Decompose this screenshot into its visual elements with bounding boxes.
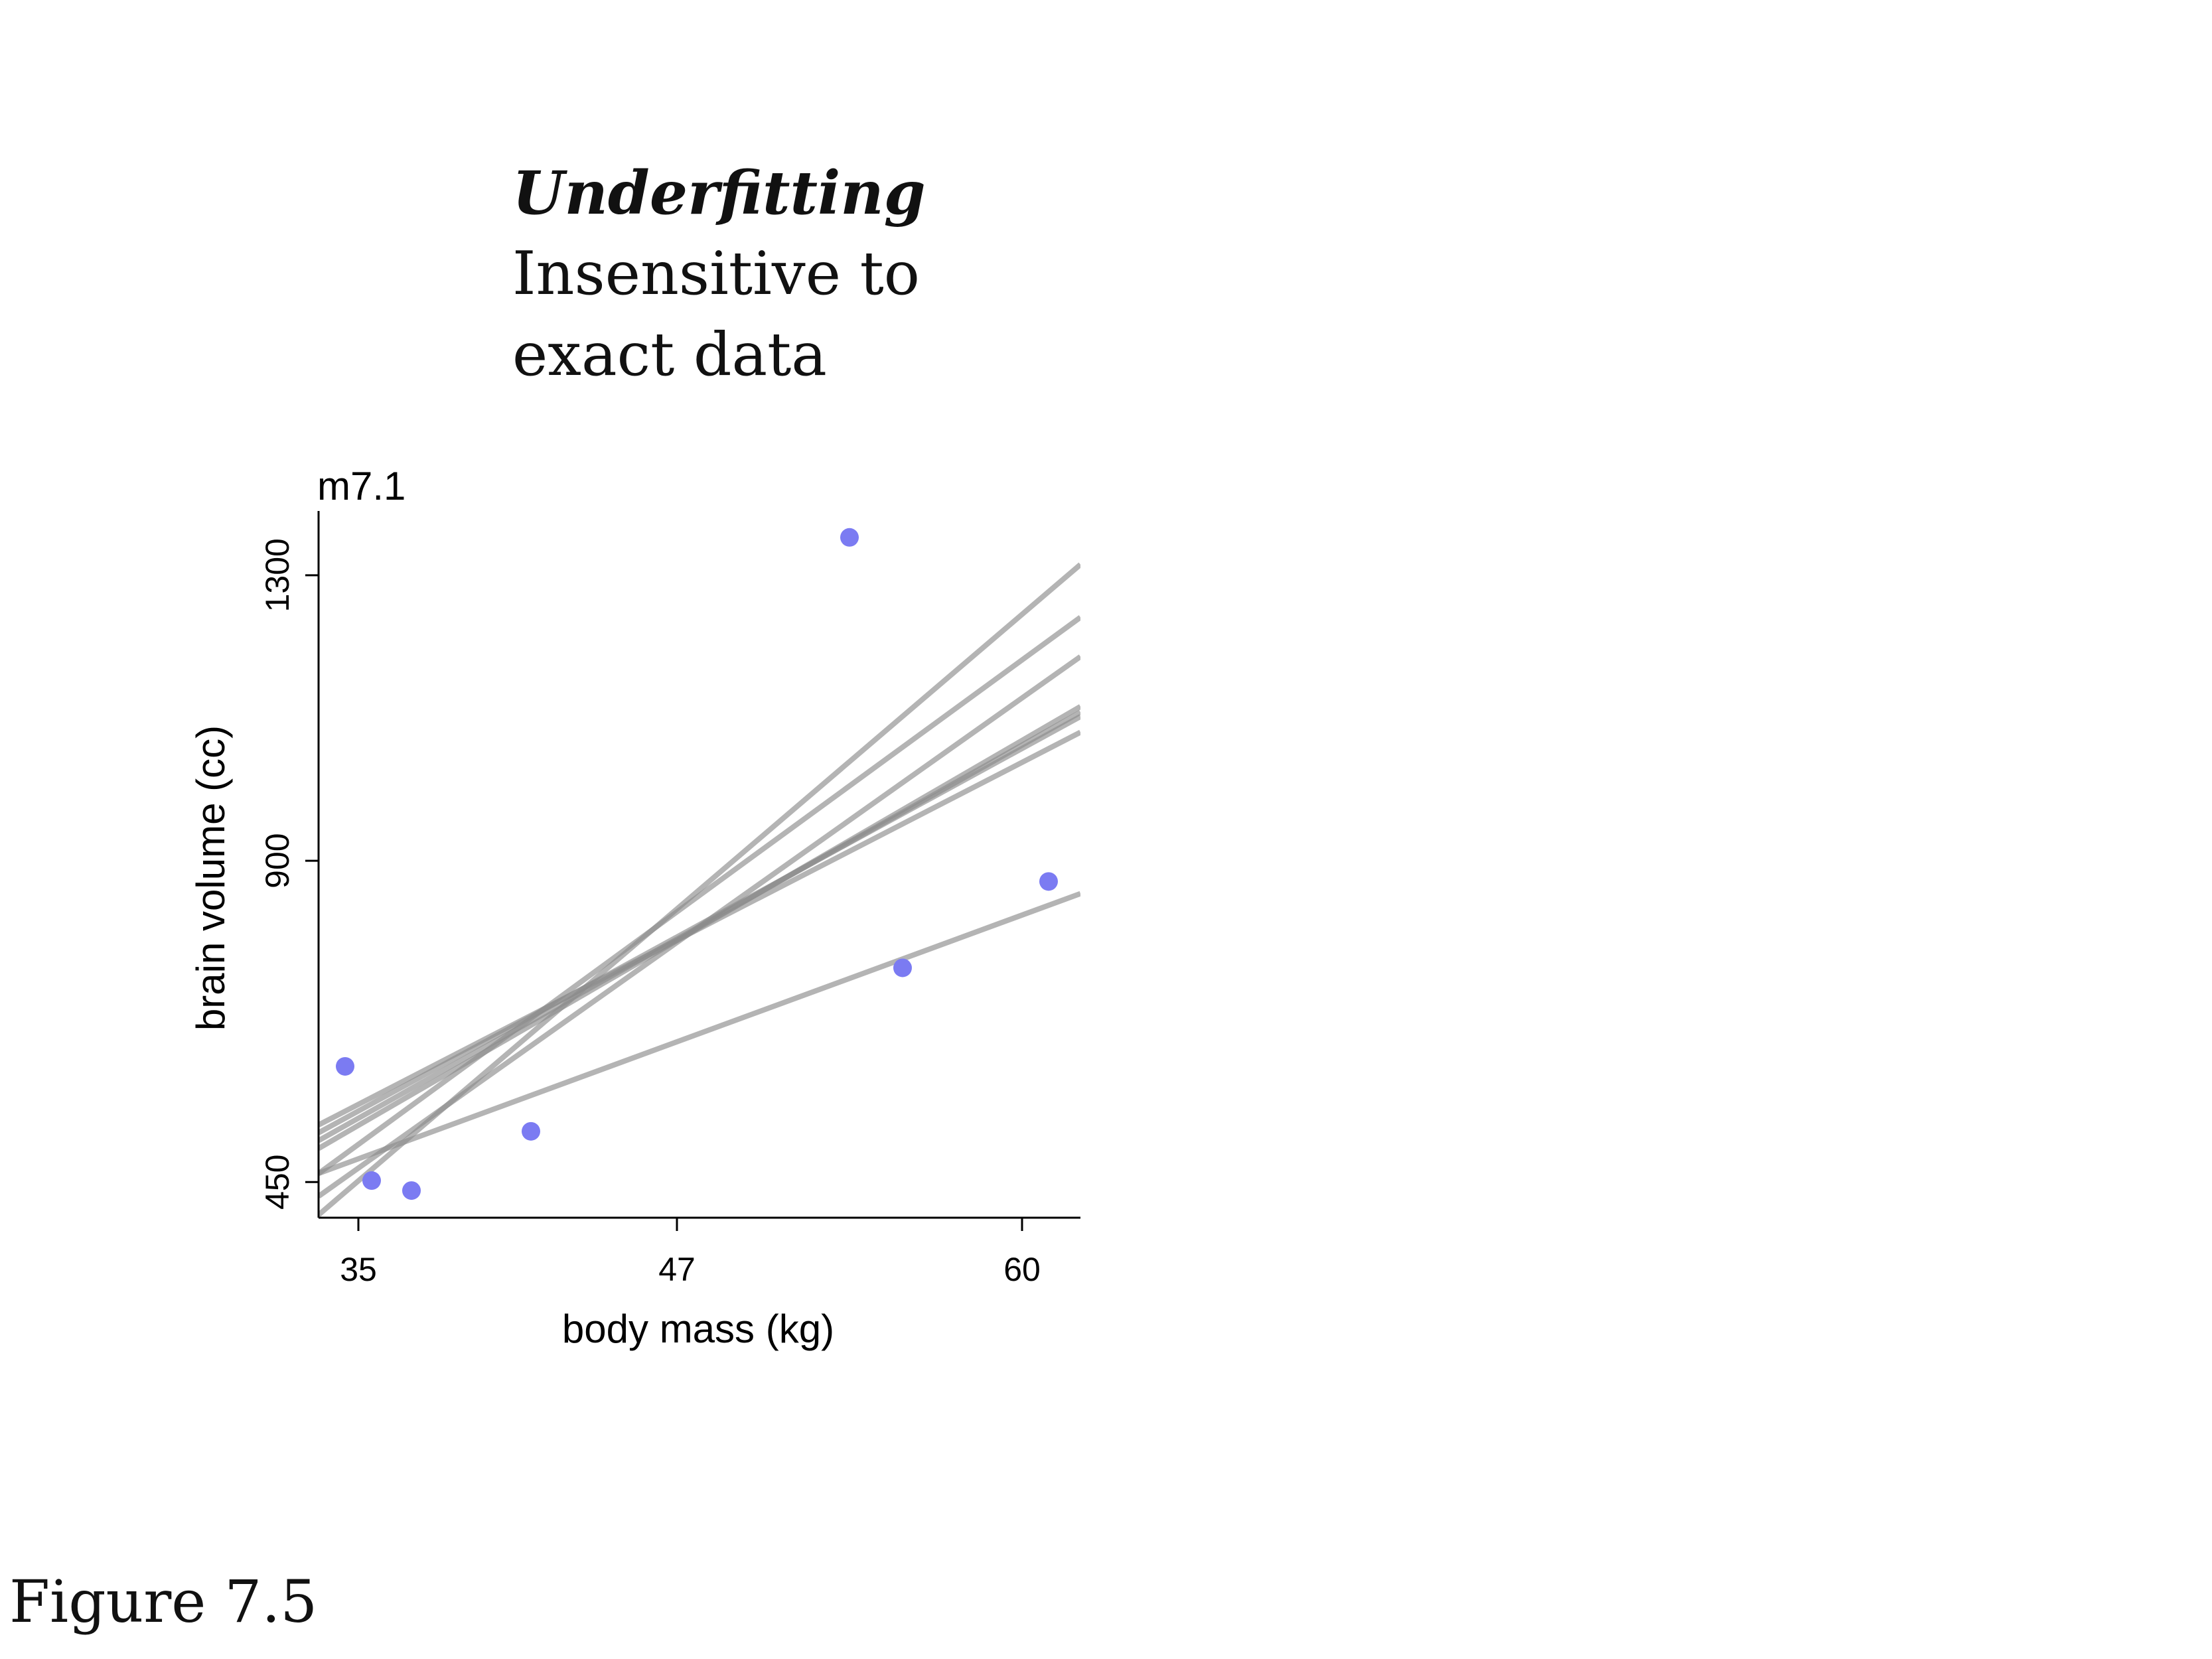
figure-heading: Underfitting Insensitive to exact data (512, 153, 926, 396)
x-tick-label: 35 (340, 1251, 377, 1288)
data-point (522, 1121, 540, 1141)
regression-lines (319, 562, 1080, 1217)
x-axis-label: body mass (kg) (562, 1307, 834, 1351)
chart-title: m7.1 (317, 464, 406, 508)
heading-title: Underfitting (512, 158, 926, 228)
data-point (336, 1056, 354, 1076)
y-tick-label: 900 (259, 833, 296, 888)
regression-line-8 (319, 891, 1080, 1177)
data-point (840, 528, 859, 547)
data-point (1039, 872, 1058, 891)
heading-line-1: Insensitive to (512, 239, 920, 309)
regression-line-7 (319, 562, 1080, 1217)
data-point (893, 958, 912, 977)
y-tick-label: 1300 (259, 538, 296, 612)
figure-caption: Figure 7.5 (9, 1567, 318, 1636)
regression-line-6 (319, 615, 1080, 1176)
heading-line-2: exact data (512, 320, 827, 390)
x-tick-label: 47 (658, 1251, 696, 1288)
axes: 35 47 60 450 900 1300 (259, 511, 1080, 1288)
data-point (362, 1171, 381, 1190)
data-points (336, 528, 1058, 1200)
data-point (402, 1181, 421, 1200)
y-tick-label: 450 (259, 1154, 296, 1209)
x-tick-label: 60 (1003, 1251, 1041, 1288)
y-axis-label: brain volume (cc) (188, 725, 233, 1031)
